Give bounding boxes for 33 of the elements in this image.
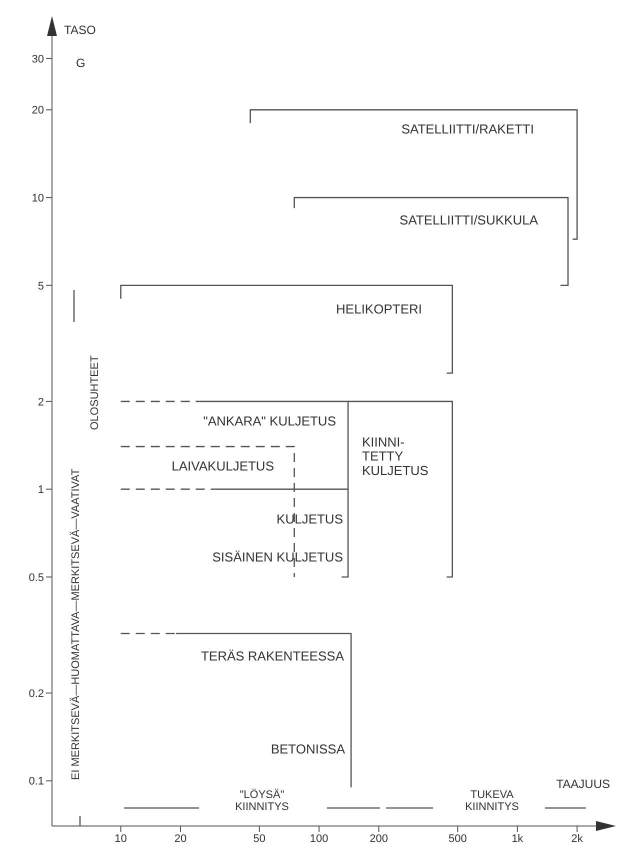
x-tick-label: 500 xyxy=(448,832,467,845)
annotation: TUKEVA KIINNITYS xyxy=(465,788,519,813)
annotation: LAIVAKULJETUS xyxy=(172,458,274,474)
annotation: BETONISSA xyxy=(270,742,346,757)
y-tick-label: 5 xyxy=(38,280,44,292)
x-tick-label: 10 xyxy=(114,832,127,845)
x-tick-label: 200 xyxy=(370,832,388,845)
x-tick-label: 100 xyxy=(310,832,328,845)
annotation: "ANKARA" KULJETUS xyxy=(203,414,336,429)
x-axis-title: TAAJUUS xyxy=(556,777,610,791)
annotation: SATELLIITTI/SUKKULA xyxy=(400,212,538,228)
y-tick-label: 0.5 xyxy=(28,572,44,584)
y-tick-label: 0.2 xyxy=(28,688,44,700)
annotation: HELIKOPTERI xyxy=(336,302,422,317)
y-tick-label: 2 xyxy=(38,396,44,408)
y-tick-label: 0.1 xyxy=(28,776,44,788)
y-tick-label: 20 xyxy=(32,104,44,117)
annotation: G xyxy=(76,56,86,70)
x-tick-label: 1k xyxy=(512,832,524,845)
annotation: SISÄINEN KULJETUS xyxy=(212,550,344,565)
annotation: "LÖYSÄ" KIINNITYS xyxy=(235,788,289,813)
text: EI MERKITSEVÄ—HUOMATTAVA—MERKITSEVÄ—VAATIVAT OLOSUHTEET xyxy=(70,355,101,780)
annotation: KULJETUS xyxy=(276,512,344,527)
annotation: KIINNI- TETTY KULJETUS xyxy=(362,434,429,478)
x-tick-label: 2k xyxy=(571,832,584,845)
annotation: SATELLIITTI/RAKETTI xyxy=(401,122,534,137)
y-tick-label: 30 xyxy=(32,53,44,66)
x-tick-label: 20 xyxy=(174,832,187,845)
y-tick-label: 1 xyxy=(38,484,44,496)
y-axis-title: TASO xyxy=(64,23,96,37)
x-tick-label: 50 xyxy=(253,832,266,845)
y-tick-label: 10 xyxy=(32,192,44,204)
annotation: TERÄS RAKENTEESSA xyxy=(200,648,344,664)
